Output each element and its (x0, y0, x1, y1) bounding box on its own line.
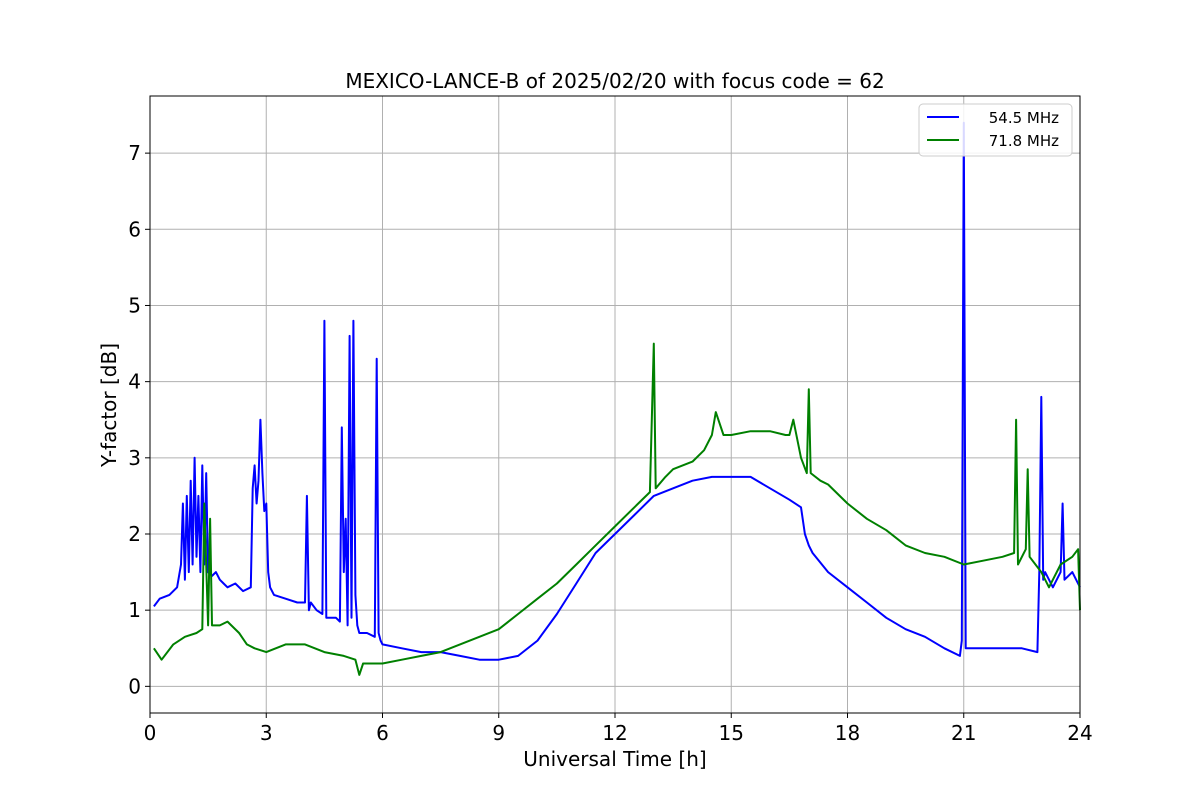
x-axis: 0 3 6 9 12 15 18 21 24 (144, 713, 1093, 745)
x-axis-label: Universal Time [h] (523, 747, 706, 771)
x-tick-label: 6 (376, 721, 389, 745)
gridlines (149, 96, 1081, 713)
y-tick-label: 3 (128, 446, 141, 470)
series-layer (153, 121, 1081, 676)
y-tick-label: 5 (128, 293, 141, 317)
x-tick-label: 24 (1067, 721, 1092, 745)
x-tick-label: 9 (492, 721, 505, 745)
x-tick-label: 12 (602, 721, 627, 745)
y-tick-label: 2 (128, 522, 141, 546)
y-tick-label: 0 (128, 674, 141, 698)
x-tick-label: 15 (719, 721, 744, 745)
y-tick-label: 1 (128, 598, 141, 622)
x-tick-label: 3 (260, 721, 273, 745)
x-tick-label: 0 (144, 721, 157, 745)
legend: 54.5 MHz 71.8 MHz (918, 103, 1073, 157)
x-tick-label: 18 (835, 721, 860, 745)
y-tick-label: 6 (128, 217, 141, 241)
series-line-1 (153, 121, 1081, 661)
chart-title: MEXICO-LANCE-B of 2025/02/20 with focus … (345, 69, 884, 93)
series-line-2 (153, 342, 1081, 676)
x-tick-label: 21 (951, 721, 976, 745)
legend-label: 54.5 MHz (989, 109, 1059, 127)
y-axis: 0 1 2 3 4 5 6 7 (128, 141, 150, 698)
y-tick-label: 7 (128, 141, 141, 165)
y-tick-label: 4 (128, 370, 141, 394)
y-axis-label: Y-factor [dB] (97, 343, 121, 468)
legend-label: 71.8 MHz (989, 132, 1059, 150)
